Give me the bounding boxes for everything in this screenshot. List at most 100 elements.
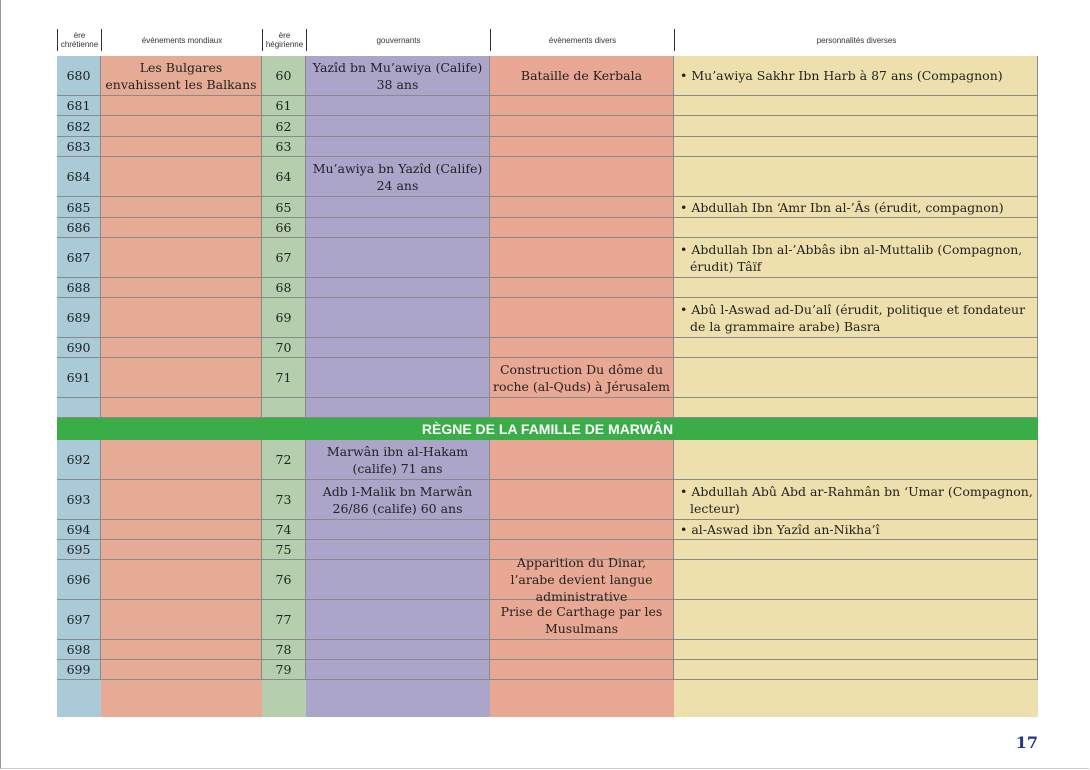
table-row: 691 71 Construction Du dôme du roche (al-Q… bbox=[57, 358, 1038, 398]
table-row: 680 Les Bulgares envahissent les Balkans 6… bbox=[57, 56, 1038, 96]
cell-events bbox=[490, 520, 674, 539]
cell-events bbox=[490, 116, 674, 136]
cell-rulers: Yazîd bn Mu’awiya (Calife) 38 ans bbox=[306, 56, 490, 95]
cell-text: 695 bbox=[66, 542, 91, 557]
cell-ah: 72 bbox=[262, 440, 306, 479]
cell-text: • Abdullah Ibn ‘Amr Ibn al-’Âs (érudit, … bbox=[680, 199, 1004, 215]
column-bg-divers bbox=[490, 56, 674, 717]
cell-world bbox=[101, 197, 262, 217]
table-row: 684 64 Mu’awiya bn Yazîd (Calife) 24 ans bbox=[57, 157, 1038, 197]
header-personnalites: personnalités diverses bbox=[674, 29, 1038, 51]
cell-events bbox=[490, 660, 674, 679]
cell-text: Yazîd bn Mu’awiya (Calife) 38 ans bbox=[312, 59, 483, 92]
cell-text: 682 bbox=[66, 118, 91, 134]
cell-text: 64 bbox=[275, 169, 292, 184]
cell-ce: 691 bbox=[57, 358, 101, 397]
cell-events bbox=[490, 398, 674, 417]
cell-text: 72 bbox=[275, 452, 292, 467]
cell-people bbox=[674, 338, 1038, 357]
cell-text: 63 bbox=[275, 139, 292, 154]
table-row: 686 66 bbox=[57, 218, 1038, 238]
cell-events bbox=[490, 338, 674, 357]
table-row: 699 79 bbox=[57, 660, 1038, 680]
cell-people: • al-Aswad ibn Yazîd an-Nikha’î bbox=[674, 520, 1038, 539]
cell-text: 685 bbox=[66, 199, 91, 215]
cell-text: 73 bbox=[275, 492, 292, 507]
column-bg-gouvernants bbox=[306, 56, 490, 717]
cell-events bbox=[490, 440, 674, 479]
cell-people bbox=[674, 137, 1038, 156]
cell-ah: 71 bbox=[262, 358, 306, 397]
cell-ah: 76 bbox=[262, 560, 306, 599]
cell-rulers bbox=[306, 398, 490, 417]
cell-events bbox=[490, 640, 674, 659]
cell-rulers bbox=[306, 96, 490, 115]
cell-text: 694 bbox=[66, 522, 91, 537]
cell-rulers: Mu’awiya bn Yazîd (Calife) 24 ans bbox=[306, 157, 490, 196]
column-bg-hegirienne bbox=[262, 56, 306, 717]
cell-text: 74 bbox=[275, 522, 292, 537]
cell-people bbox=[674, 640, 1038, 659]
cell-people bbox=[674, 116, 1038, 136]
cell-ce: 688 bbox=[57, 278, 101, 297]
cell-events bbox=[490, 218, 674, 237]
table-row: 692 72 Marwân ibn al-Hakam (calife) 71 ans bbox=[57, 440, 1038, 480]
table-row: 697 77 Prise de Carthage par les Musulmans bbox=[57, 600, 1038, 640]
cell-rulers: Marwân ibn al-Hakam (calife) 71 ans bbox=[306, 440, 490, 479]
cell-text: 79 bbox=[275, 662, 292, 677]
cell-text: • Abdullah Ibn al-’Abbâs ibn al-Muttalib… bbox=[680, 241, 1023, 274]
cell-ce: 680 bbox=[57, 56, 101, 95]
cell-text: 680 bbox=[66, 68, 91, 83]
table-row: 696 76 Apparition du Dinar, l’arabe devien… bbox=[57, 555, 1038, 604]
header-ere-hegirienne: ère hégirienne bbox=[262, 29, 306, 51]
cell-text: 65 bbox=[275, 199, 292, 215]
cell-text: 692 bbox=[66, 452, 91, 467]
cell-events bbox=[490, 96, 674, 115]
page-number: 17 bbox=[1015, 733, 1038, 752]
table-row: 693 73 Adb l-Malik bn Marwân 26/86 (calife… bbox=[57, 480, 1038, 520]
cell-ce: 685 bbox=[57, 197, 101, 217]
cell-ce: 694 bbox=[57, 520, 101, 539]
cell-ah: 68 bbox=[262, 278, 306, 297]
header-gouvernants: gouvernants bbox=[306, 29, 490, 51]
table-row: 681 61 bbox=[57, 96, 1038, 116]
table-row: 698 78 bbox=[57, 640, 1038, 660]
column-bg-personnalites bbox=[674, 56, 1038, 717]
cell-world bbox=[101, 660, 262, 679]
cell-people bbox=[674, 96, 1038, 115]
cell-ce: 696 bbox=[57, 560, 101, 599]
cell-ah: 66 bbox=[262, 218, 306, 237]
cell-ah: 73 bbox=[262, 480, 306, 519]
cell-ce bbox=[57, 398, 101, 417]
cell-text: • Mu’awiya Sakhr Ibn Harb à 87 ans (Comp… bbox=[680, 68, 1003, 83]
cell-text: Construction Du dôme du roche (al-Quds) … bbox=[493, 361, 671, 394]
table-row: 685 65 • Abdullah Ibn ‘Amr Ibn al-’Âs (éru… bbox=[57, 197, 1038, 218]
cell-text: Mu’awiya bn Yazîd (Calife) 24 ans bbox=[312, 160, 483, 193]
cell-events: Construction Du dôme du roche (al-Quds) … bbox=[490, 358, 674, 397]
cell-world: Les Bulgares envahissent les Balkans bbox=[101, 56, 262, 95]
cell-ce: 697 bbox=[57, 600, 101, 639]
cell-ah: 60 bbox=[262, 56, 306, 95]
cell-rulers: Adb l-Malik bn Marwân 26/86 (calife) 60 … bbox=[306, 480, 490, 519]
cell-rulers bbox=[306, 238, 490, 277]
cell-text: 77 bbox=[275, 612, 292, 627]
cell-people bbox=[674, 600, 1038, 639]
cell-world bbox=[101, 358, 262, 397]
cell-ce: 682 bbox=[57, 116, 101, 136]
cell-ce: 699 bbox=[57, 660, 101, 679]
cell-text: Les Bulgares envahissent les Balkans bbox=[105, 59, 257, 92]
cell-rulers bbox=[306, 600, 490, 639]
cell-ah: 65 bbox=[262, 197, 306, 217]
table-row: 688 68 bbox=[57, 278, 1038, 298]
cell-rulers bbox=[306, 660, 490, 679]
cell-people: • Abdullah Ibn ‘Amr Ibn al-’Âs (érudit, … bbox=[674, 197, 1038, 217]
cell-ce: 683 bbox=[57, 137, 101, 156]
cell-people: • Abdullah Ibn al-’Abbâs ibn al-Muttalib… bbox=[674, 238, 1038, 277]
cell-text: • Abdullah Abû Abd ar-Rahmân bn ‘Umar (C… bbox=[680, 483, 1033, 516]
cell-people bbox=[674, 218, 1038, 237]
cell-text: 689 bbox=[66, 310, 91, 325]
cell-text: 687 bbox=[66, 250, 91, 265]
column-bg-chretienne bbox=[57, 56, 101, 717]
cell-ce: 687 bbox=[57, 238, 101, 277]
